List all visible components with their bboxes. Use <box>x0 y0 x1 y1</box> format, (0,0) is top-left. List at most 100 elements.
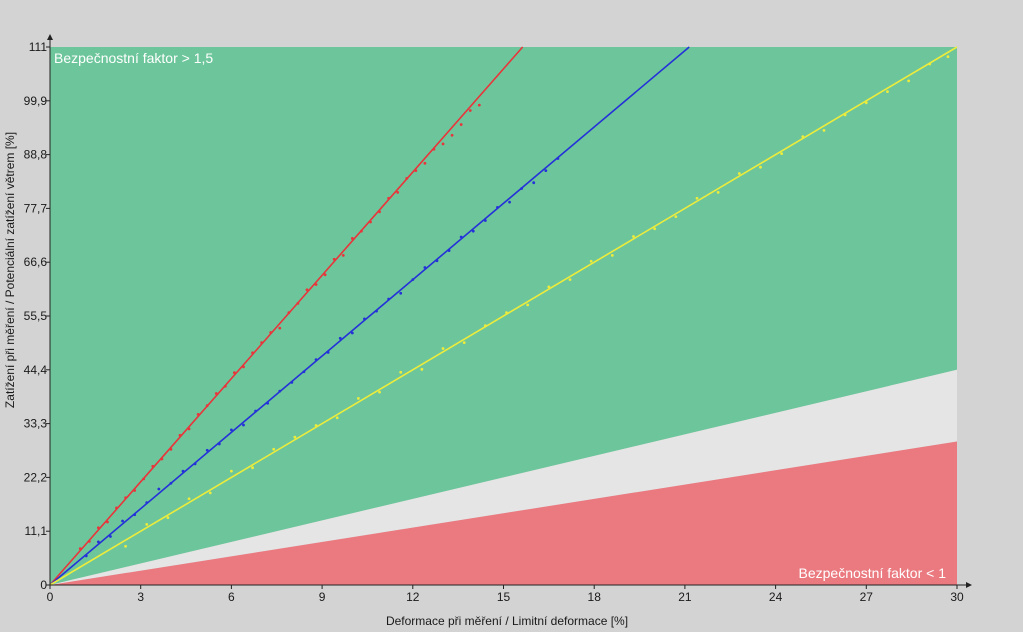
y-ticks: 0 11,1 22,2 33,3 44,4 55,5 66,6 77,7 88,8 99,9 111 <box>24 40 50 592</box>
data-point <box>293 435 297 439</box>
data-point <box>396 191 400 194</box>
data-point <box>632 235 635 238</box>
data-point <box>157 487 161 491</box>
data-point <box>801 135 805 139</box>
trend-line-2 <box>49 46 690 586</box>
data-point <box>447 249 451 252</box>
data-point <box>124 496 127 500</box>
data-point <box>296 301 300 305</box>
data-point <box>254 409 257 413</box>
y-axis-arrow-icon <box>47 34 53 40</box>
data-point <box>133 489 137 492</box>
data-point <box>544 169 548 172</box>
data-point <box>674 215 678 219</box>
data-point <box>387 196 391 200</box>
data-point <box>471 229 475 233</box>
data-point <box>780 152 784 156</box>
y-axis-title: Zatížení při měření / Potenciální zatíže… <box>3 132 17 408</box>
y-tick-label: 33,3 <box>24 417 48 431</box>
data-point <box>272 447 276 451</box>
data-point <box>223 384 227 388</box>
data-point <box>547 285 551 289</box>
data-point <box>266 401 270 405</box>
data-point <box>230 428 233 432</box>
data-point <box>205 448 209 452</box>
data-point <box>278 326 282 330</box>
y-tick-label: 66,6 <box>24 255 48 269</box>
data-point <box>151 464 155 468</box>
y-tick-label: 22,2 <box>24 470 48 484</box>
x-tick-label: 30 <box>950 590 964 604</box>
data-point <box>208 491 212 495</box>
data-point <box>568 278 572 282</box>
x-ticks: 0 3 6 9 12 15 18 21 24 27 30 <box>47 585 964 604</box>
y-tick-label: 11,1 <box>25 524 48 538</box>
x-tick-label: 24 <box>769 590 783 604</box>
data-point <box>96 540 100 544</box>
data-point <box>290 381 294 384</box>
data-point <box>360 229 363 233</box>
data-point <box>326 350 330 354</box>
data-point <box>459 235 463 239</box>
data-point <box>423 161 427 165</box>
y-tick-label: 55,5 <box>24 309 48 323</box>
data-point <box>420 367 424 371</box>
x-tick-label: 15 <box>497 590 511 604</box>
data-point <box>214 392 218 395</box>
data-point <box>314 283 318 286</box>
data-point <box>196 412 200 416</box>
data-point <box>133 513 137 517</box>
data-point <box>341 254 345 257</box>
data-point <box>843 113 847 117</box>
data-point <box>399 370 403 374</box>
x-axis-arrow-icon <box>966 582 972 588</box>
y-tick-label: 88,8 <box>24 148 48 162</box>
data-point <box>121 519 124 523</box>
data-point <box>378 390 381 394</box>
zone-3 <box>50 441 957 585</box>
data-point <box>363 317 366 321</box>
data-point <box>145 501 149 505</box>
data-point <box>532 181 536 185</box>
data-point <box>387 297 391 301</box>
data-point <box>505 311 508 315</box>
axes <box>47 34 972 588</box>
data-point <box>378 210 381 214</box>
data-point <box>737 172 741 175</box>
data-point <box>411 278 415 282</box>
x-axis-title: Deformace při měření / Limitní deformace… <box>386 614 628 628</box>
data-point <box>526 303 530 307</box>
data-point <box>335 416 339 420</box>
data-point <box>205 404 209 408</box>
data-point <box>233 371 236 375</box>
y-tick-label: 99,9 <box>24 94 48 108</box>
data-point <box>251 466 254 470</box>
x-tick-label: 27 <box>860 590 874 604</box>
data-point <box>928 62 932 66</box>
data-point <box>314 424 318 427</box>
data-point <box>350 237 354 240</box>
data-point <box>864 101 868 105</box>
data-point <box>115 506 118 510</box>
y-tick-label: 44,4 <box>24 363 48 377</box>
data-point <box>423 266 427 269</box>
x-tick-label: 18 <box>588 590 602 604</box>
data-point <box>695 196 699 200</box>
data-point <box>759 165 762 169</box>
data-point <box>160 457 164 461</box>
data-point <box>169 481 173 485</box>
data-point <box>230 469 233 473</box>
data-point <box>496 206 499 209</box>
data-point <box>87 539 91 543</box>
data-point <box>907 79 911 83</box>
x-tick-label: 9 <box>319 590 326 604</box>
data-point <box>96 526 100 530</box>
data-point <box>187 427 191 431</box>
data-point <box>305 288 309 292</box>
data-point <box>432 147 436 151</box>
data-point <box>441 347 445 350</box>
data-point <box>142 477 146 481</box>
data-point <box>260 341 264 345</box>
y-tick-label: 0 <box>40 578 47 592</box>
